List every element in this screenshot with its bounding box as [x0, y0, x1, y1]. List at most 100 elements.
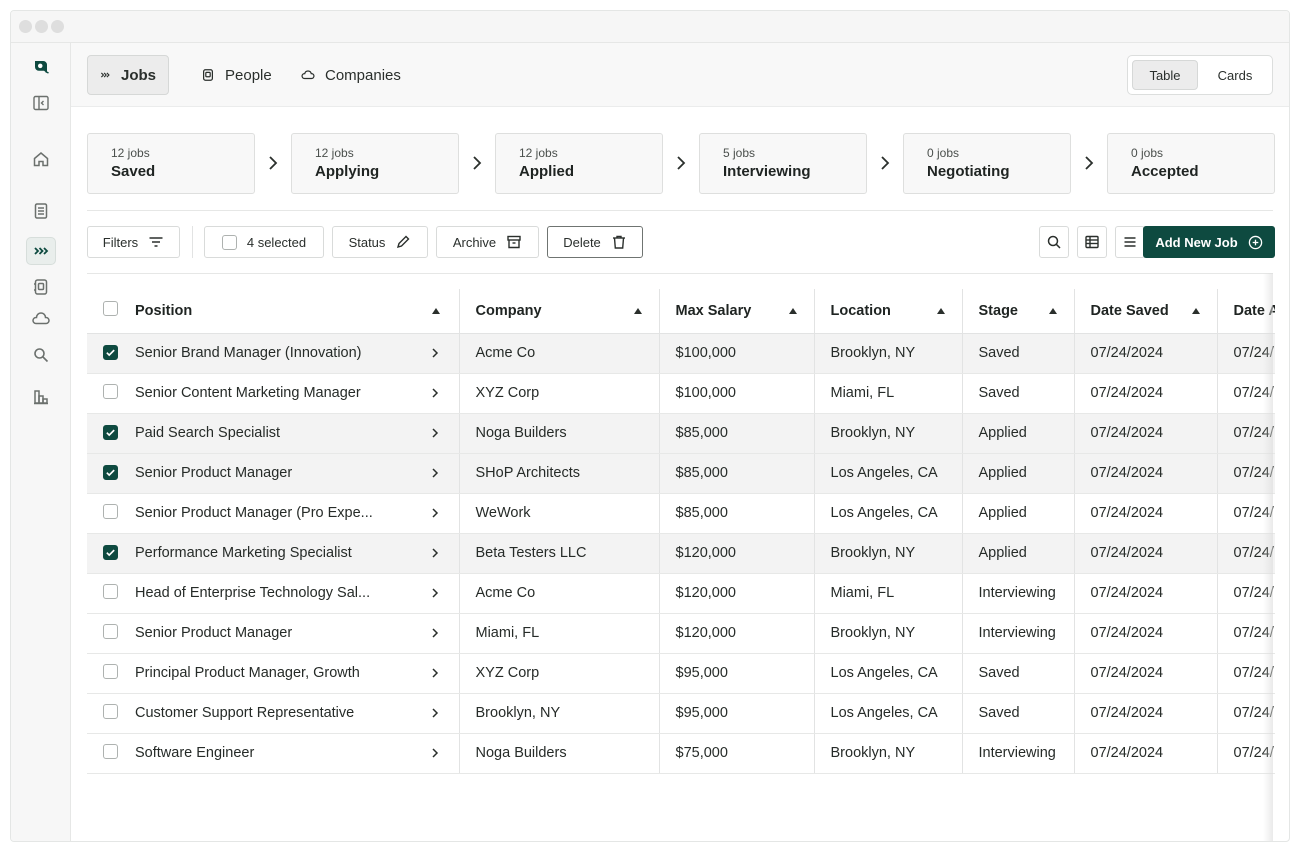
grid-view-button[interactable] [1077, 226, 1107, 258]
cell-position[interactable]: Principal Product Manager, Growth [135, 653, 460, 694]
stage-card-applied[interactable]: 12 jobs Applied [495, 133, 663, 194]
contacts-icon[interactable] [26, 273, 56, 301]
pencil-icon [397, 235, 410, 249]
chevron-right-icon[interactable] [429, 627, 441, 639]
window-close-dot[interactable] [19, 20, 32, 33]
chevron-right-icon[interactable] [429, 667, 441, 679]
cell-position[interactable]: Senior Product Manager [135, 453, 460, 494]
cell-position[interactable]: Head of Enterprise Technology Sal... [135, 573, 460, 614]
select-all-button[interactable]: 4 selected [204, 226, 324, 258]
tab-jobs[interactable]: Jobs [87, 55, 169, 95]
table-row[interactable]: Performance Marketing Specialist Beta Tes… [87, 533, 1275, 574]
row-checkbox[interactable] [103, 703, 118, 719]
table-search-button[interactable] [1039, 226, 1069, 258]
logo-icon[interactable] [26, 53, 56, 81]
home-icon[interactable] [26, 145, 56, 173]
row-checkbox[interactable] [103, 464, 118, 480]
column-header-date-saved[interactable]: Date Saved [1074, 289, 1218, 334]
view-cards-option[interactable]: Cards [1217, 67, 1253, 83]
column-header-position[interactable]: Position [135, 289, 460, 334]
header-checkbox[interactable] [103, 301, 118, 317]
row-checkbox[interactable] [103, 503, 118, 519]
chevron-right-icon[interactable] [429, 387, 441, 399]
cell-position[interactable]: Customer Support Representative [135, 693, 460, 734]
table-row[interactable]: Principal Product Manager, Growth XYZ Cor… [87, 653, 1275, 694]
column-header-max-salary[interactable]: Max Salary [659, 289, 815, 334]
chevron-right-icon[interactable] [429, 347, 441, 359]
table-row[interactable]: Head of Enterprise Technology Sal... Acme… [87, 573, 1275, 614]
document-icon[interactable] [26, 197, 56, 225]
stage-card-saved[interactable]: 12 jobs Saved [87, 133, 255, 194]
row-checkbox[interactable] [103, 544, 118, 560]
table-row[interactable]: Senior Brand Manager (Innovation) Acme Co… [87, 333, 1275, 374]
column-header-company[interactable]: Company [459, 289, 660, 334]
column-header-location[interactable]: Location [814, 289, 963, 334]
table-row[interactable]: Paid Search Specialist Noga Builders $85,0… [87, 413, 1275, 454]
cell-position[interactable]: Software Engineer [135, 733, 460, 774]
chevron-right-icon[interactable] [429, 467, 441, 479]
cell-position[interactable]: Senior Product Manager (Pro Expe... [135, 493, 460, 534]
cell-position[interactable]: Performance Marketing Specialist [135, 533, 460, 574]
sort-up-icon[interactable] [1048, 307, 1058, 315]
delete-button[interactable]: Delete [547, 226, 643, 258]
stage-card-interviewing[interactable]: 5 jobs Interviewing [699, 133, 867, 194]
chevron-right-icon[interactable] [429, 707, 441, 719]
table-row[interactable]: Senior Content Marketing Manager XYZ Corp… [87, 373, 1275, 414]
cell-text: Miami, FL [830, 585, 895, 601]
row-checkbox[interactable] [103, 583, 118, 599]
table-row[interactable]: Customer Support Representative Brooklyn,… [87, 693, 1275, 734]
row-checkbox[interactable] [103, 623, 118, 639]
stage-name: Applying [315, 163, 380, 180]
filters-button[interactable]: Filters [87, 226, 180, 258]
cell-salary: $120,000 [659, 573, 815, 614]
archive-button[interactable]: Archive [436, 226, 539, 258]
sort-up-icon[interactable] [431, 307, 441, 315]
cell-date-saved: 07/24/2024 [1074, 653, 1218, 694]
cell-position[interactable]: Paid Search Specialist [135, 413, 460, 454]
jobs-icon[interactable] [26, 237, 56, 265]
tab-companies[interactable]: Companies [289, 55, 413, 95]
cell-text: XYZ Corp [475, 385, 540, 401]
analytics-icon[interactable] [26, 383, 56, 411]
cell-position[interactable]: Senior Product Manager [135, 613, 460, 654]
chevron-right-icon[interactable] [429, 547, 441, 559]
column-header-stage[interactable]: Stage [962, 289, 1075, 334]
tab-people[interactable]: People [189, 55, 284, 95]
table-row[interactable]: Senior Product Manager SHoP Architects $85… [87, 453, 1275, 494]
sort-up-icon[interactable] [788, 307, 798, 315]
row-checkbox-cell [87, 613, 135, 654]
list-view-button[interactable] [1115, 226, 1145, 258]
table-row[interactable]: Senior Product Manager Miami, FL $120,000 B… [87, 613, 1275, 654]
chevron-right-icon[interactable] [429, 747, 441, 759]
search-icon[interactable] [26, 341, 56, 369]
chevron-right-icon[interactable] [429, 427, 441, 439]
companies-icon[interactable] [26, 305, 56, 333]
row-checkbox[interactable] [103, 743, 118, 759]
cell-location: Brooklyn, NY [814, 333, 963, 374]
row-checkbox[interactable] [103, 383, 118, 399]
stage-card-applying[interactable]: 12 jobs Applying [291, 133, 459, 194]
table-row[interactable]: Senior Product Manager (Pro Expe... WeWor… [87, 493, 1275, 534]
row-checkbox[interactable] [103, 344, 118, 360]
cell-position[interactable]: Senior Brand Manager (Innovation) [135, 333, 460, 374]
panel-toggle-icon[interactable] [26, 89, 56, 117]
stage-card-negotiating[interactable]: 0 jobs Negotiating [903, 133, 1071, 194]
stage-card-accepted[interactable]: 0 jobs Accepted [1107, 133, 1275, 194]
select-all-checkbox[interactable] [221, 234, 237, 250]
window-maximize-dot[interactable] [51, 20, 64, 33]
chevron-right-icon[interactable] [429, 507, 441, 519]
cell-position[interactable]: Senior Content Marketing Manager [135, 373, 460, 414]
row-checkbox[interactable] [103, 424, 118, 440]
sort-up-icon[interactable] [936, 307, 946, 315]
view-table-option[interactable]: Table [1132, 60, 1198, 90]
status-button[interactable]: Status [332, 226, 428, 258]
chevron-right-icon[interactable] [429, 587, 441, 599]
sort-up-icon[interactable] [1191, 307, 1201, 315]
view-toggle: Table Cards [1127, 55, 1273, 95]
cell-location: Brooklyn, NY [814, 733, 963, 774]
table-row[interactable]: Software Engineer Noga Builders $75,000 Bro… [87, 733, 1275, 774]
sort-up-icon[interactable] [633, 307, 643, 315]
add-new-job-button[interactable]: Add New Job [1143, 226, 1275, 258]
row-checkbox[interactable] [103, 663, 118, 679]
window-minimize-dot[interactable] [35, 20, 48, 33]
